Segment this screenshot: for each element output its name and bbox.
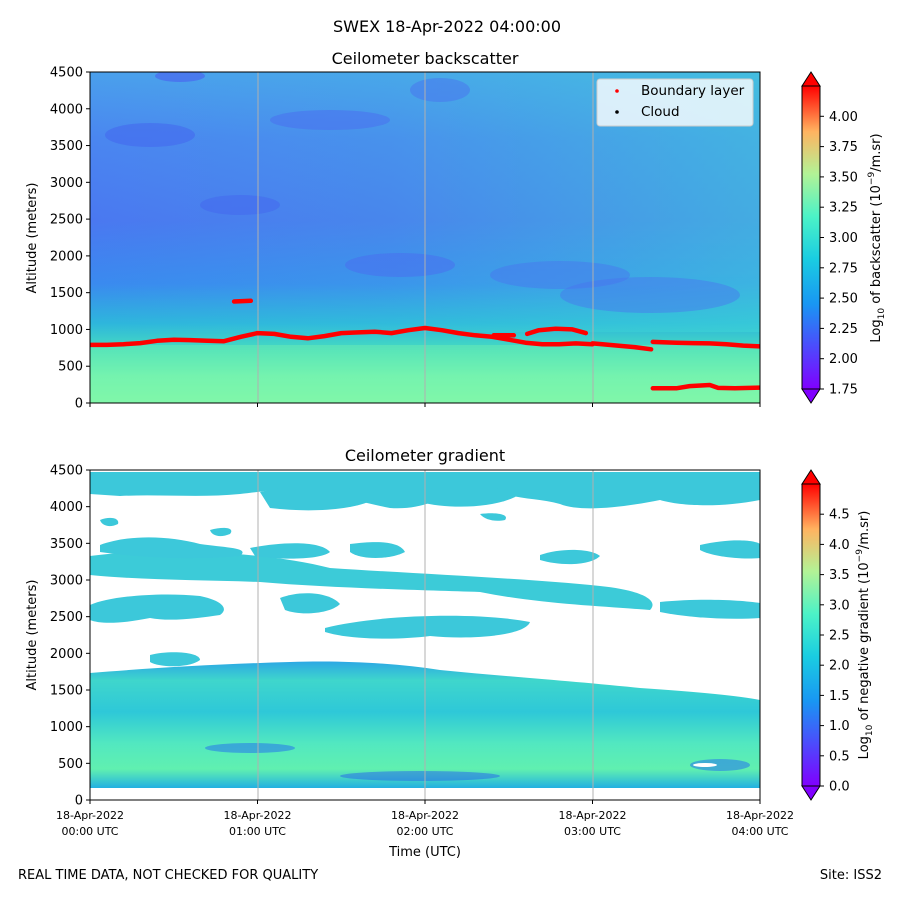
boundary-layer-segment-1400 [231,298,254,304]
colorbar-gradient [801,85,821,390]
figure-suptitle: SWEX 18-Apr-2022 04:00:00 [333,17,561,36]
footer-quality-note: REAL TIME DATA, NOT CHECKED FOR QUALITY [18,868,319,883]
y-tick-label: 1000 [50,720,83,735]
gradient-panel: Ceilometer gradient [25,446,875,860]
colorbar-tick-label: 2.25 [829,322,858,337]
boundary-layer-main [90,325,595,348]
y-tick-label: 4000 [50,500,83,515]
gradient-y-ticks: 0 500 1000 1500 2000 2500 3000 3500 4000 4500 [50,464,90,809]
backscatter-title: Ceilometer backscatter [332,49,519,68]
backscatter-colorbar-label: Log10 of backscatter (10−9/m.sr) [867,133,887,342]
colorbar-extend-max [801,469,821,485]
x-tick-label-date: 18-Apr-2022 [726,809,794,822]
colorbar-extend-max [801,71,821,87]
colorbar-extend-min [801,388,821,404]
y-tick-label: 3500 [50,139,83,154]
x-tick-label-time: 04:00 UTC [731,825,788,838]
legend-boundary-layer-label: Boundary layer [641,83,745,99]
colorbar-tick-label: 4.0 [829,538,850,553]
y-tick-label: 4500 [50,464,83,479]
gradient-colorbar: 0.0 0.5 1.0 1.5 2.0 2.5 3.0 3.5 4.0 4.5 Log10 of … [801,469,875,801]
y-tick-label: 3000 [50,176,83,191]
y-tick-label: 3000 [50,574,83,589]
y-tick-label: 3500 [50,537,83,552]
x-tick-label-date: 18-Apr-2022 [223,809,291,822]
gradient-colorbar-label: Log10 of negative gradient (10−9/m.sr) [855,511,875,760]
y-tick-label: 0 [75,397,83,412]
gradient-ylabel: Altitude (meters) [25,580,40,691]
boundary-layer-segment-1000 [524,326,589,337]
x-tick-label-date: 18-Apr-2022 [558,809,626,822]
colorbar-tick-label: 3.5 [829,568,850,583]
y-tick-label: 1500 [50,684,83,699]
x-tick-label-time: 00:00 UTC [61,825,118,838]
legend-boundary-layer-marker [615,89,619,93]
colorbar-tick-label: 0.0 [829,780,850,795]
colorbar-tick-label: 1.75 [829,383,858,398]
boundary-layer-series [90,298,760,391]
colorbar-tick-label: 0.5 [829,749,850,764]
y-tick-label: 4500 [50,66,83,81]
backscatter-colorbar: 1.75 2.00 2.25 2.50 2.75 3.00 3.25 3.50 3.75 4.00… [801,71,887,404]
colorbar-tick-label: 3.75 [829,140,858,155]
colorbar-tick-label: 3.0 [829,598,850,613]
y-tick-label: 2000 [50,249,83,264]
y-tick-label: 500 [58,360,83,375]
x-tick-label-time: 02:00 UTC [396,825,453,838]
boundary-layer-segment-800 [650,339,760,349]
colorbar-tick-label: 1.0 [829,719,850,734]
x-tick-label-time: 03:00 UTC [564,825,621,838]
colorbar-tick-label: 2.00 [829,352,858,367]
x-axis-label: Time (UTC) [388,845,461,860]
y-tick-label: 2000 [50,647,83,662]
footer-site: Site: ISS2 [819,868,882,883]
gradient-grid [257,470,594,800]
gradient-title: Ceilometer gradient [345,446,505,465]
backscatter-x-ticks [89,403,761,407]
colorbar-tick-label: 4.5 [829,508,850,523]
y-tick-label: 4000 [50,102,83,117]
y-tick-label: 2500 [50,213,83,228]
y-tick-label: 1500 [50,286,83,301]
colorbar-tick-label: 3.50 [829,170,858,185]
boundary-layer-segment-200 [650,382,760,391]
x-tick-label-time: 01:00 UTC [229,825,286,838]
legend-box [596,78,754,127]
colorbar-tick-label: 3.00 [829,231,858,246]
boundary-layer-segment-descent [590,341,654,352]
colorbar-tick-label: 2.50 [829,292,858,307]
colorbar-tick-label: 4.00 [829,110,858,125]
backscatter-y-ticks: 0 500 1000 1500 2000 2500 3000 3500 4000 4500 [50,66,90,412]
colorbar-gradient [801,483,821,787]
colorbar-tick-label: 2.0 [829,659,850,674]
x-tick-label-date: 18-Apr-2022 [56,809,124,822]
x-tick-label-date: 18-Apr-2022 [391,809,459,822]
y-tick-label: 1000 [50,323,83,338]
legend-cloud-label: Cloud [641,104,680,120]
colorbar-tick-label: 2.75 [829,261,858,276]
backscatter-ylabel: Altitude (meters) [25,183,40,294]
colorbar-tick-label: 1.5 [829,689,850,704]
y-tick-label: 500 [58,757,83,772]
colorbar-tick-label: 2.5 [829,629,850,644]
backscatter-grid [257,72,594,403]
legend: Boundary layer Cloud [596,78,754,127]
colorbar-tick-label: 3.25 [829,201,858,216]
y-tick-label: 0 [75,794,83,809]
legend-cloud-marker [615,110,619,114]
gradient-x-ticks: 18-Apr-2022 00:00 UTC 18-Apr-2022 01:00 UTC… [56,800,794,838]
y-tick-label: 2500 [50,610,83,625]
colorbar-extend-min [801,785,821,801]
